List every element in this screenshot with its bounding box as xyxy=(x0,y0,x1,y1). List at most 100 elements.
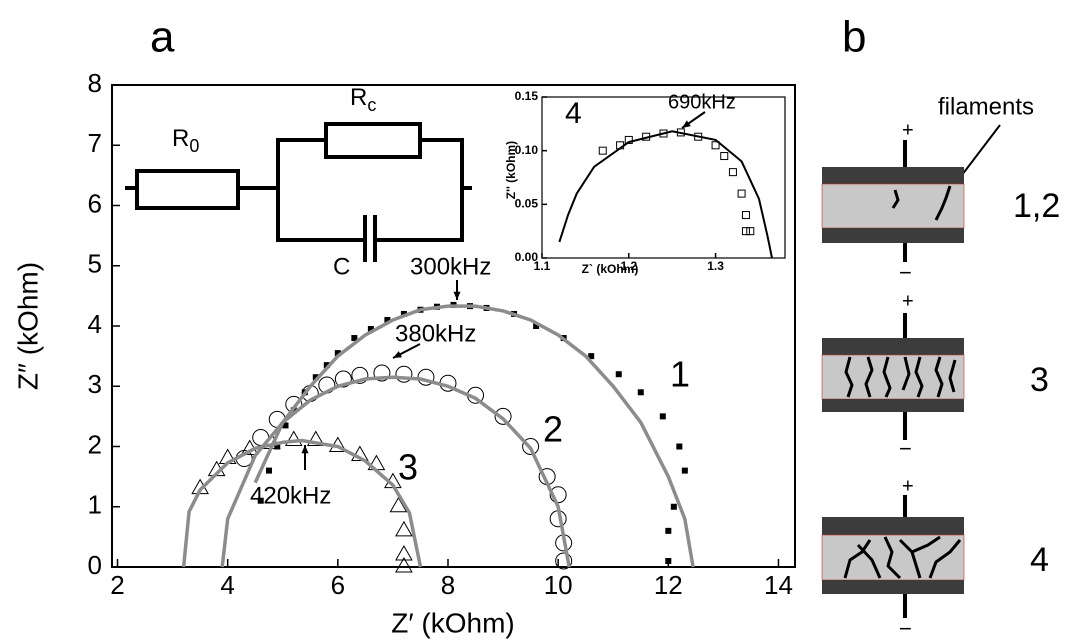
y-tick-label: 0.00 xyxy=(515,250,539,264)
point xyxy=(274,443,281,450)
point xyxy=(624,135,633,144)
point xyxy=(351,366,369,384)
c-label: C xyxy=(333,253,350,280)
x-tick-label: 6 xyxy=(331,570,345,600)
point xyxy=(373,364,391,382)
y-tick-label: 5 xyxy=(88,249,102,279)
y-tick-label: 1 xyxy=(88,490,102,520)
x-tick-label: 14 xyxy=(764,570,793,600)
point xyxy=(598,146,607,155)
annotation: 300kHz xyxy=(410,253,491,280)
y-tick-label: 8 xyxy=(88,68,102,98)
plus: + xyxy=(902,475,914,497)
point xyxy=(351,335,358,342)
point xyxy=(670,503,677,510)
point xyxy=(615,371,622,378)
point xyxy=(681,467,688,474)
minus: − xyxy=(899,616,912,641)
point xyxy=(257,497,264,504)
r0-label: R0 xyxy=(172,125,199,155)
curve-label: 4 xyxy=(565,97,582,130)
point xyxy=(306,430,325,446)
panel-label: b xyxy=(842,13,866,62)
y-axis-title: Z'' (kOhm) xyxy=(504,141,518,199)
annotation: 380kHz xyxy=(395,320,476,347)
point xyxy=(367,326,374,333)
x-tick-label: 4 xyxy=(220,570,234,600)
point xyxy=(282,422,289,429)
minus: − xyxy=(899,260,912,285)
point xyxy=(334,370,352,388)
device: + − 3 xyxy=(821,290,1049,461)
x-tick-label: 1.3 xyxy=(707,259,724,273)
point xyxy=(676,443,683,450)
plus: + xyxy=(902,119,914,141)
arrow-head xyxy=(682,120,691,128)
fit-line xyxy=(253,304,695,568)
point xyxy=(395,365,413,383)
annotation: 690kHz xyxy=(668,91,736,113)
point xyxy=(741,227,750,236)
point xyxy=(659,413,666,420)
point xyxy=(395,520,413,537)
point xyxy=(665,527,672,534)
x-tick-label: 1.2 xyxy=(620,259,637,273)
y-tick-label: 0.15 xyxy=(515,89,539,103)
curve-label: 1 xyxy=(670,354,690,395)
x-tick-label: 10 xyxy=(544,570,573,600)
schematic: b filaments + − 1,2 + − 3 + − 4 xyxy=(821,13,1060,641)
point xyxy=(334,350,341,357)
y-tick-label: 7 xyxy=(88,128,102,158)
fit-line xyxy=(220,375,571,568)
point xyxy=(323,362,330,369)
point xyxy=(665,557,672,564)
point xyxy=(494,407,512,425)
plot-frame xyxy=(541,96,786,259)
fit-line xyxy=(558,130,773,259)
plus: + xyxy=(902,290,914,312)
point xyxy=(588,353,595,360)
x-axis-title: Z` (kOhm) xyxy=(582,262,639,276)
arrow-head xyxy=(453,291,461,300)
x-tick-label: 2 xyxy=(110,570,124,600)
point xyxy=(711,141,720,150)
filaments-label: filaments xyxy=(938,93,1034,120)
minus: − xyxy=(899,436,912,461)
curve-label: 2 xyxy=(543,409,563,450)
x-tick-label: 8 xyxy=(441,570,455,600)
y-tick-label: 0.10 xyxy=(515,143,539,157)
device: + − 1,2 xyxy=(821,119,1060,285)
point xyxy=(351,445,369,462)
device-label: 1,2 xyxy=(1013,187,1060,225)
device: + − 4 xyxy=(821,475,1049,641)
point xyxy=(400,310,407,317)
y-tick-label: 0.05 xyxy=(515,197,539,211)
y-tick-label: 0 xyxy=(88,550,102,580)
x-tick-label: 1.1 xyxy=(534,259,551,273)
point xyxy=(384,316,391,323)
panel-label: a xyxy=(150,13,175,62)
point xyxy=(741,211,750,220)
point xyxy=(746,227,755,236)
curve-label: 3 xyxy=(398,447,418,488)
point xyxy=(555,552,573,570)
point xyxy=(395,556,413,573)
y-axis-title: Z″ (kOhm) xyxy=(12,262,43,390)
chart: 1.1 1.2 1.3 0.00 0.05 0.10 0.15 Z` (kOhm) Z'' (k… xyxy=(504,89,786,276)
point xyxy=(389,496,408,513)
rc-label: Rc xyxy=(350,84,376,114)
point xyxy=(720,152,729,161)
point xyxy=(265,467,272,474)
point xyxy=(533,323,540,329)
y-tick-label: 6 xyxy=(88,188,102,218)
y-tick-label: 2 xyxy=(88,429,102,459)
point xyxy=(737,189,746,198)
x-tick-label: 12 xyxy=(654,570,683,600)
point xyxy=(312,374,319,381)
point xyxy=(395,544,413,561)
circuit: R0 Rc C xyxy=(125,84,472,280)
device-label: 4 xyxy=(1030,541,1049,579)
y-tick-label: 3 xyxy=(88,369,102,399)
